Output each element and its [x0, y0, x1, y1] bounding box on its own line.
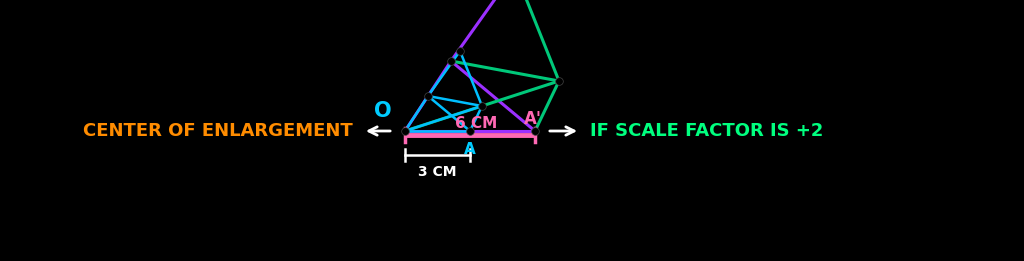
Text: 6 CM: 6 CM — [456, 116, 498, 131]
Text: O: O — [374, 101, 392, 121]
Text: A: A — [464, 142, 476, 157]
Text: A': A' — [524, 110, 542, 128]
Text: CENTER OF ENLARGEMENT: CENTER OF ENLARGEMENT — [83, 122, 353, 140]
Text: 3 CM: 3 CM — [418, 165, 457, 179]
Text: IF SCALE FACTOR IS +2: IF SCALE FACTOR IS +2 — [590, 122, 823, 140]
